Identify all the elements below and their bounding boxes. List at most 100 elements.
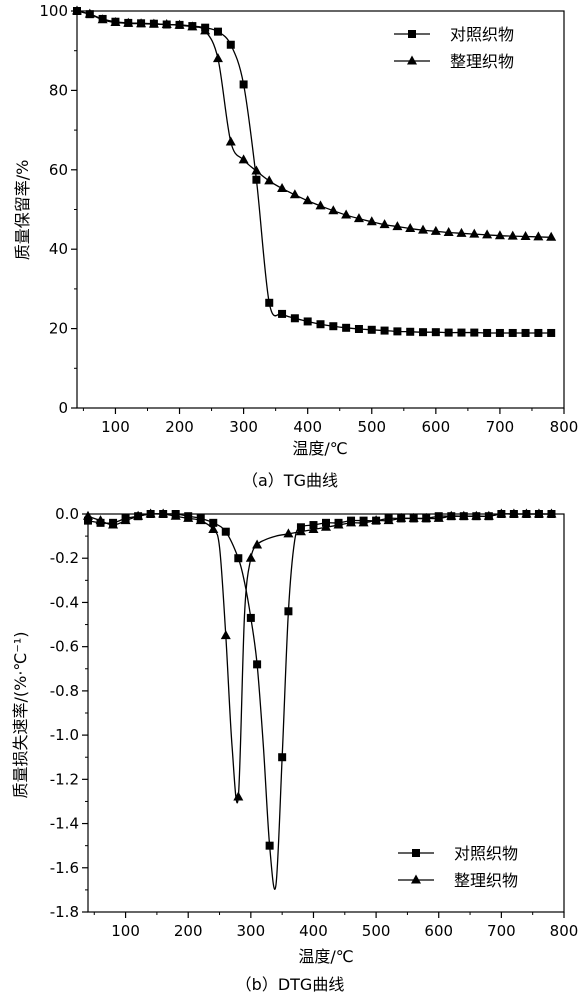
data-marker [123, 17, 134, 27]
data-marker [238, 154, 249, 164]
data-marker [187, 21, 198, 31]
y-tick-label: -1.2 [50, 770, 79, 788]
data-marker [133, 510, 144, 520]
chart-tg: 100 200 300 400 500 600 700 800 0 20 40 60 80 100 温度/℃… [13, 2, 578, 490]
series-line [87, 513, 552, 890]
data-marker [443, 227, 454, 237]
data-marker [264, 175, 275, 185]
data-marker [251, 165, 262, 175]
data-marker [212, 53, 223, 63]
data-marker [430, 225, 441, 235]
x-tick-label: 100 [101, 418, 130, 436]
data-marker [84, 516, 92, 525]
legend-label: 对照织物 [450, 25, 514, 44]
data-marker [252, 539, 263, 549]
x-tick-label: 700 [487, 922, 516, 940]
data-marker [316, 320, 325, 329]
data-marker [265, 298, 274, 307]
y-tick-label: -0.2 [50, 549, 79, 567]
data-marker [120, 515, 131, 525]
data-marker [246, 613, 255, 622]
data-marker [469, 228, 480, 238]
data-marker [546, 508, 557, 518]
data-marker [483, 328, 492, 337]
data-marker [534, 328, 543, 337]
data-marker [329, 322, 338, 331]
x-tick-label: 300 [237, 922, 266, 940]
y-tick-label: 60 [49, 161, 68, 179]
data-marker [108, 519, 119, 529]
x-tick-label: 500 [362, 922, 391, 940]
data-marker [456, 227, 467, 237]
data-marker [72, 5, 82, 15]
data-marker [158, 508, 169, 518]
data-marker [408, 512, 419, 522]
data-marker [302, 195, 313, 205]
data-marker [265, 841, 274, 850]
data-marker [252, 175, 261, 184]
data-marker [418, 224, 429, 234]
data-marker [494, 230, 505, 240]
data-marker [379, 219, 390, 229]
data-marker [221, 527, 230, 536]
data-marker [289, 189, 300, 199]
data-marker [392, 221, 403, 231]
data-marker [283, 528, 294, 538]
x-tick-label: 600 [424, 922, 453, 940]
data-marker [358, 517, 369, 527]
data-marker [458, 510, 469, 520]
data-marker [239, 80, 248, 89]
data-marker [97, 14, 108, 24]
data-marker [245, 552, 256, 562]
data-marker [315, 200, 326, 210]
y-tick-label: 80 [49, 81, 68, 99]
data-marker [333, 519, 344, 529]
data-marker [290, 314, 299, 323]
x-tick-label: 200 [165, 418, 194, 436]
data-marker [342, 323, 351, 332]
x-tick-label: 800 [550, 922, 579, 940]
data-marker [521, 328, 530, 337]
y-tick-label: -1.8 [50, 903, 79, 921]
data-marker [328, 205, 339, 215]
data-marker [278, 753, 287, 762]
data-marker [225, 136, 236, 146]
y-tick-label: -1.6 [50, 859, 79, 877]
data-marker [533, 508, 544, 518]
y-tick-label: -0.6 [50, 638, 79, 656]
x-tick-label: 600 [422, 418, 451, 436]
data-marker [234, 554, 243, 563]
y-tick-label: 0.0 [55, 505, 79, 523]
data-marker [495, 328, 504, 337]
x-tick-label: 400 [299, 922, 328, 940]
data-marker [277, 182, 288, 192]
data-marker [366, 216, 377, 226]
data-marker [83, 510, 93, 520]
x-tick-label: 200 [174, 922, 203, 940]
data-marker [446, 510, 457, 520]
legend-label: 整理织物 [450, 52, 514, 71]
data-marker [321, 521, 331, 531]
data-marker [421, 512, 432, 522]
legend-marker [412, 849, 420, 857]
data-marker [431, 328, 440, 337]
data-marker [220, 630, 231, 640]
series-treated: 整理织物 [83, 508, 557, 890]
data-marker [508, 508, 519, 518]
data-marker [233, 791, 244, 801]
data-marker [278, 309, 287, 318]
data-marker [547, 328, 556, 337]
data-marker [295, 526, 306, 536]
y-tick-label: 20 [49, 320, 68, 338]
legend-label: 整理织物 [454, 871, 518, 890]
data-marker [145, 508, 156, 518]
data-marker [183, 512, 194, 522]
data-marker [470, 328, 479, 337]
data-marker [383, 515, 394, 525]
data-marker [419, 328, 428, 337]
data-marker [208, 523, 219, 533]
data-marker [457, 328, 466, 337]
data-marker [136, 18, 147, 28]
data-marker [303, 317, 312, 326]
series-line [87, 513, 552, 804]
